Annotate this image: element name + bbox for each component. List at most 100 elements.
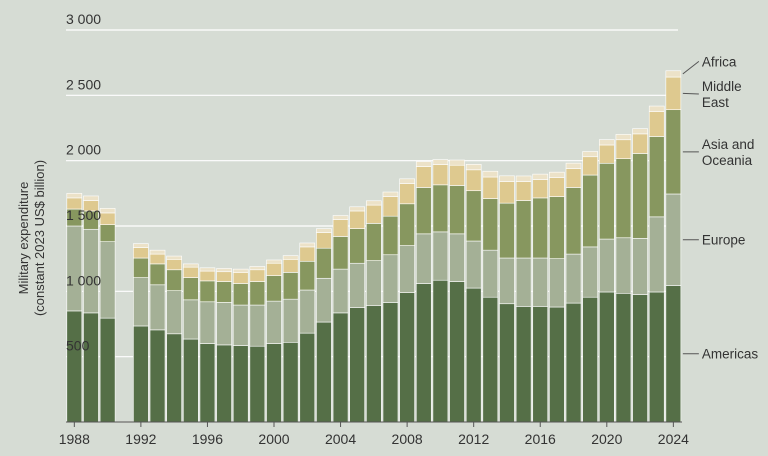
bar-americas-2022 xyxy=(632,294,648,423)
bar-asia-and-oceania-2022 xyxy=(632,153,648,239)
x-tick-label: 1992 xyxy=(125,431,156,447)
bar-asia-and-oceania-1998 xyxy=(232,283,249,306)
bar-europe-2023 xyxy=(648,216,665,293)
bar-asia-and-oceania-1994 xyxy=(166,269,182,291)
bar-americas-2023 xyxy=(648,291,665,423)
bar-asia-and-oceania-1997 xyxy=(216,281,232,303)
bar-europe-1993 xyxy=(149,284,166,331)
bar-europe-2019 xyxy=(582,246,598,298)
legend-label-part: Americas xyxy=(702,347,759,362)
bar-middle-east-2023 xyxy=(648,111,665,137)
bar-asia-and-oceania-2015 xyxy=(515,200,532,259)
bar-asia-and-oceania-2017 xyxy=(549,196,565,259)
bar-americas-1995 xyxy=(183,338,199,423)
bar-middle-east-1990 xyxy=(99,212,116,225)
bar-africa-1998 xyxy=(232,268,249,273)
bar-middle-east-1993 xyxy=(149,253,166,265)
bar-americas-2006 xyxy=(366,305,382,423)
bar-americas-2008 xyxy=(399,292,415,423)
bar-americas-2015 xyxy=(515,306,532,423)
x-tick-label: 2000 xyxy=(258,431,289,447)
bar-asia-and-oceania-2016 xyxy=(532,197,549,259)
bar-africa-2019 xyxy=(582,151,598,158)
bar-asia-and-oceania-1999 xyxy=(249,281,266,306)
bar-africa-2017 xyxy=(549,171,565,178)
bar-africa-1994 xyxy=(166,255,182,260)
bar-africa-1990 xyxy=(99,208,116,214)
x-tick-label: 2004 xyxy=(325,431,356,447)
bar-asia-and-oceania-2024 xyxy=(665,109,682,195)
bar-asia-and-oceania-1993 xyxy=(149,263,166,286)
y-axis-title-line: Military expenditure xyxy=(16,182,31,295)
legend-label-americas: Americas xyxy=(702,347,759,362)
x-tick-label: 2016 xyxy=(525,431,556,447)
bar-europe-2012 xyxy=(465,240,482,289)
legend-label-africa: Africa xyxy=(702,54,737,69)
bar-europe-2007 xyxy=(382,254,399,303)
x-tick-label: 1996 xyxy=(192,431,223,447)
bar-asia-and-oceania-1996 xyxy=(199,280,216,303)
bar-americas-1992 xyxy=(133,325,149,423)
bar-africa-2015 xyxy=(515,175,532,182)
bar-asia-and-oceania-2007 xyxy=(382,215,399,256)
bar-europe-2002 xyxy=(299,289,316,334)
bar-americas-1997 xyxy=(216,344,232,423)
y-axis-title-line: (constant 2023 US$ billion) xyxy=(32,160,47,316)
bar-africa-2020 xyxy=(598,139,615,146)
bar-asia-and-oceania-2008 xyxy=(399,203,415,246)
y-tick-label: 1 500 xyxy=(66,207,101,223)
bar-americas-2021 xyxy=(615,292,632,423)
bar-europe-2017 xyxy=(549,258,565,308)
bar-europe-2000 xyxy=(266,300,282,344)
bar-americas-2001 xyxy=(282,341,299,423)
bar-asia-and-oceania-2009 xyxy=(415,187,432,235)
bar-middle-east-2006 xyxy=(366,204,382,224)
bar-africa-2012 xyxy=(465,164,482,171)
bar-middle-east-2014 xyxy=(499,181,515,204)
bar-europe-2005 xyxy=(349,262,366,308)
bar-americas-2017 xyxy=(549,306,565,423)
bar-americas-2010 xyxy=(432,279,449,423)
bar-middle-east-2009 xyxy=(415,166,432,188)
bar-middle-east-2016 xyxy=(532,179,549,199)
bar-americas-2020 xyxy=(598,291,615,423)
bar-africa-1988 xyxy=(66,193,83,199)
bar-americas-2018 xyxy=(565,302,582,423)
bar-asia-and-oceania-1992 xyxy=(133,257,149,278)
legend: Americas Europe Asia and Oceania Middle East A… xyxy=(682,54,759,362)
bar-europe-1998 xyxy=(232,304,249,346)
bar-africa-2000 xyxy=(266,259,282,264)
bar-middle-east-2024 xyxy=(665,76,682,111)
bar-europe-1989 xyxy=(83,228,99,314)
bar-americas-2019 xyxy=(582,296,598,423)
bar-africa-2018 xyxy=(565,162,582,169)
bar-middle-east-2005 xyxy=(349,210,366,229)
bar-middle-east-1997 xyxy=(216,271,232,282)
bar-middle-east-2013 xyxy=(482,176,499,199)
bar-americas-2007 xyxy=(382,302,399,423)
x-tick-label: 1988 xyxy=(59,431,90,447)
bar-asia-and-oceania-1995 xyxy=(183,277,199,301)
bar-middle-east-2000 xyxy=(266,262,282,276)
bar-asia-and-oceania-2020 xyxy=(598,162,615,240)
bar-europe-1988 xyxy=(66,225,83,312)
legend-label-europe: Europe xyxy=(702,233,746,248)
bar-asia-and-oceania-2023 xyxy=(648,136,665,218)
bar-americas-2013 xyxy=(482,296,499,423)
bar-africa-2010 xyxy=(432,159,449,165)
bar-middle-east-1999 xyxy=(249,269,266,282)
bar-africa-2011 xyxy=(449,159,465,166)
bar-americas-2004 xyxy=(332,312,349,423)
bar-middle-east-2019 xyxy=(582,156,598,176)
bars xyxy=(66,70,682,423)
bar-asia-and-oceania-2001 xyxy=(282,272,299,300)
bar-americas-2024 xyxy=(665,285,682,423)
y-tick-label: 500 xyxy=(66,338,90,354)
bar-asia-and-oceania-2011 xyxy=(449,185,465,235)
bar-africa-2005 xyxy=(349,206,366,212)
bar-europe-2016 xyxy=(532,257,549,307)
bar-americas-2000 xyxy=(266,343,282,423)
axes: 500 1 000 1 500 2 000 2 500 3 000 1988 1992 1996… xyxy=(16,11,689,447)
